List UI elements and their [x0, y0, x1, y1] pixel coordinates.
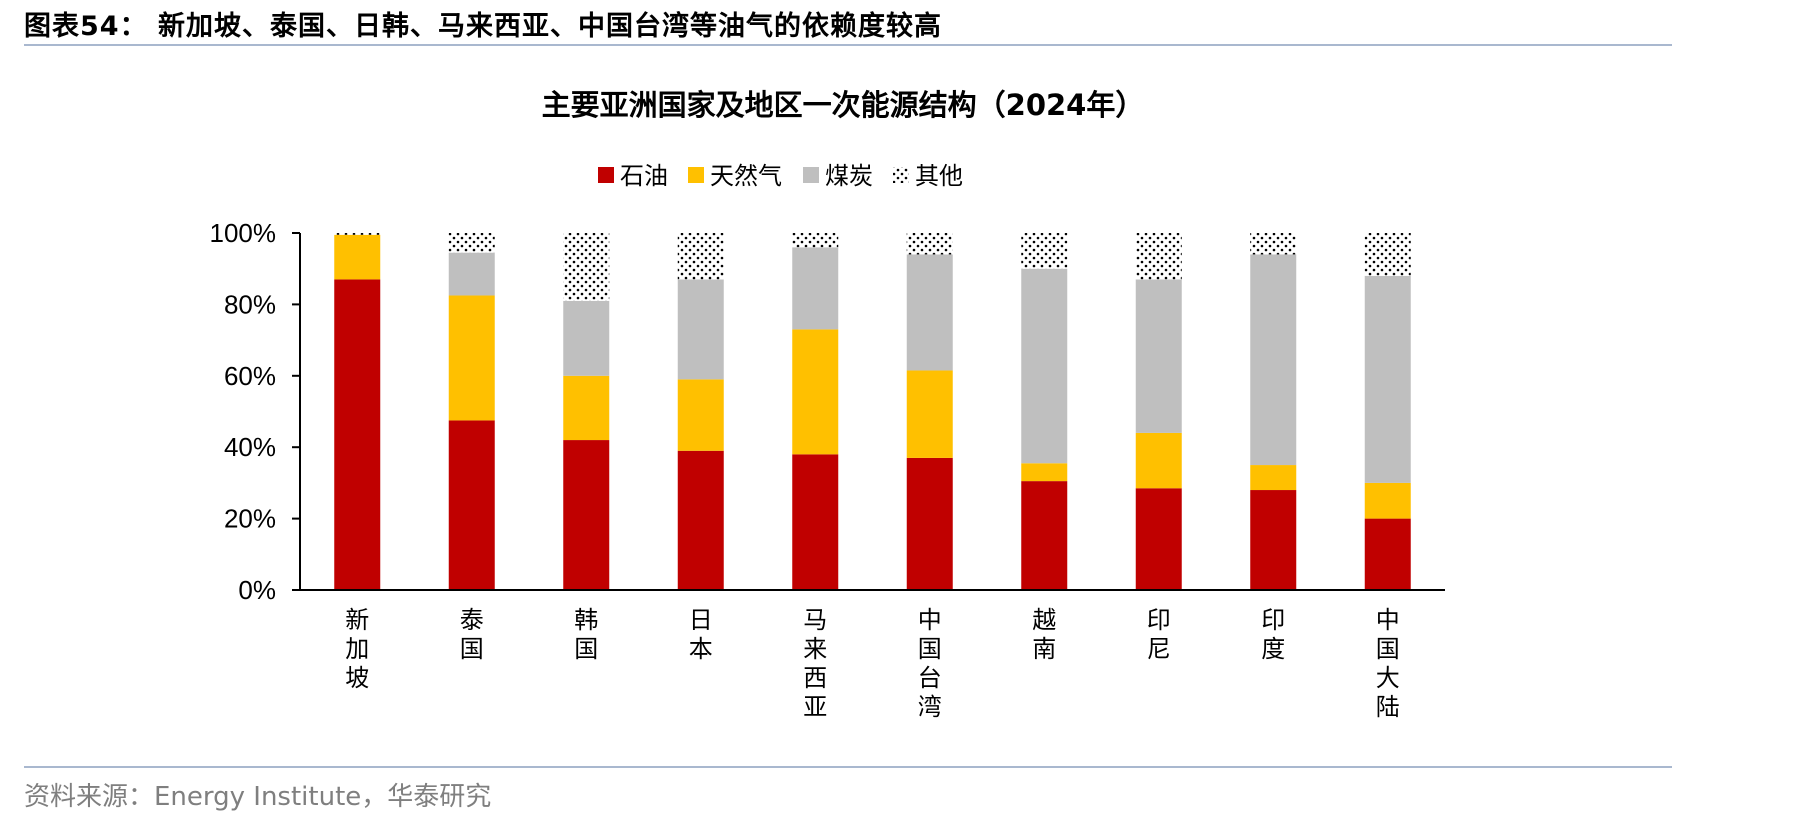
bar-other	[906, 233, 953, 255]
x-category-label: 越南	[1032, 606, 1056, 663]
legend-label-coal: 煤炭	[825, 162, 873, 190]
bottom-divider	[24, 766, 1672, 768]
bar-other	[1021, 233, 1068, 269]
bar-other	[677, 233, 724, 280]
legend-swatch-oil	[598, 167, 614, 183]
bar-oil	[334, 279, 381, 590]
bar-coal	[563, 300, 610, 376]
bar-coal	[1364, 275, 1411, 483]
bar-gas	[1364, 482, 1411, 519]
bar-coal	[677, 279, 724, 380]
bar-gas	[334, 234, 381, 280]
x-category-label: 新加坡	[345, 606, 369, 692]
bar-coal	[1250, 254, 1297, 466]
legend: 石油 天然气 煤炭 其他	[598, 162, 963, 190]
chart-title: 主要亚洲国家及地区一次能源结构（2024年）	[542, 88, 1145, 122]
figure-title: 图表54： 新加坡、泰国、日韩、马来西亚、中国台湾等油气的依赖度较高	[24, 11, 942, 42]
stacked-bar-chart: 主要亚洲国家及地区一次能源结构（2024年） 石油 天然气 煤炭 其他 0% 20% 40…	[210, 88, 1445, 721]
bar-other	[448, 233, 495, 253]
legend-swatch-other	[893, 167, 909, 183]
bar-coal	[448, 252, 495, 296]
bar-gas	[1021, 463, 1068, 482]
y-tick-label: 40%	[224, 432, 276, 462]
bar-oil	[1364, 518, 1411, 590]
x-category-label: 韩国	[574, 606, 598, 663]
bar-other	[1135, 233, 1182, 280]
bar-coal	[906, 254, 953, 371]
bar-gas	[563, 375, 610, 441]
bar-other	[1250, 233, 1297, 255]
bar-oil	[792, 454, 839, 590]
bar-coal	[792, 247, 839, 330]
bar-gas	[1135, 432, 1182, 489]
x-category-label: 日本	[689, 606, 713, 663]
bar-gas	[677, 379, 724, 451]
bar-oil	[1250, 490, 1297, 590]
x-category-label: 印度	[1261, 606, 1285, 663]
y-tick-label: 0%	[238, 575, 276, 605]
top-divider	[24, 44, 1672, 46]
y-tick-label: 100%	[210, 218, 277, 248]
x-category-label: 马来西亚	[803, 606, 827, 721]
bar-gas	[906, 370, 953, 458]
x-category-label: 中国大陆	[1376, 606, 1400, 721]
y-axis: 0% 20% 40% 60% 80% 100%	[210, 218, 300, 605]
legend-swatch-gas	[688, 167, 704, 183]
source-note: 资料来源：Energy Institute，华泰研究	[24, 782, 492, 812]
x-axis: 新加坡 泰国 韩国 日本 马来西亚 中国台湾 越南 印尼 印度 中国大陆	[345, 606, 1400, 721]
legend-swatch-coal	[803, 167, 819, 183]
bar-gas	[448, 295, 495, 421]
bars	[334, 233, 1411, 590]
bar-gas	[792, 329, 839, 455]
x-category-label: 泰国	[460, 606, 484, 663]
legend-label-other: 其他	[915, 162, 963, 190]
bar-gas	[1250, 465, 1297, 491]
y-tick-label: 80%	[224, 289, 276, 319]
bar-oil	[1021, 481, 1068, 590]
y-tick-label: 60%	[224, 361, 276, 391]
bar-other	[334, 233, 381, 235]
bar-oil	[563, 440, 610, 590]
bar-other	[792, 233, 839, 248]
bar-oil	[906, 457, 953, 590]
bar-coal	[1135, 279, 1182, 433]
bar-other	[1364, 233, 1411, 276]
bar-coal	[1021, 268, 1068, 464]
legend-label-oil: 石油	[620, 162, 668, 190]
x-category-label: 中国台湾	[918, 606, 942, 721]
x-category-label: 印尼	[1147, 606, 1171, 663]
legend-label-gas: 天然气	[710, 162, 782, 190]
bar-oil	[448, 420, 495, 590]
bar-oil	[677, 450, 724, 590]
y-tick-label: 20%	[224, 504, 276, 534]
bar-other	[563, 233, 610, 301]
bar-oil	[1135, 488, 1182, 590]
